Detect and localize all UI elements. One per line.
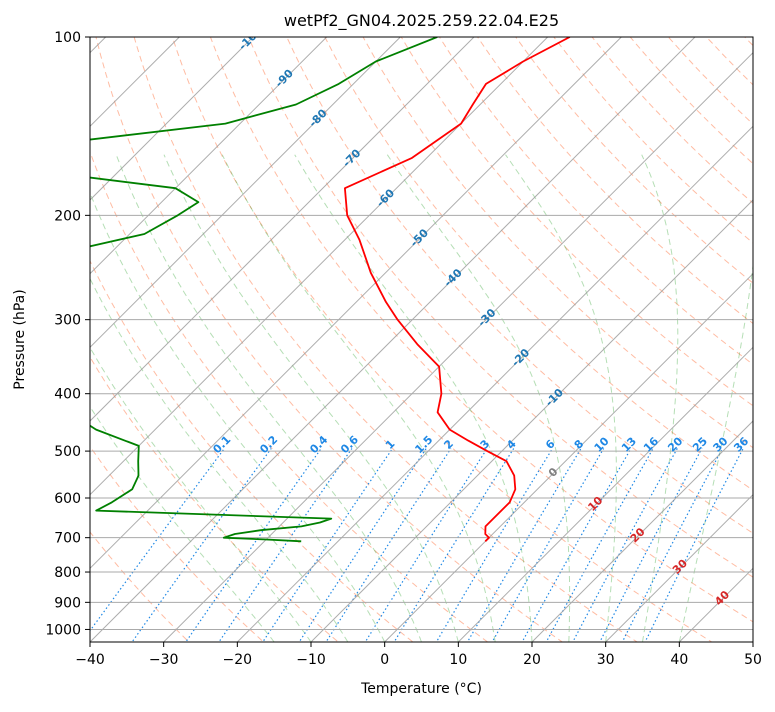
y-tick-label: 300 bbox=[54, 313, 81, 329]
x-tick-label: 0 bbox=[380, 652, 389, 668]
x-tick-label: −30 bbox=[149, 652, 179, 668]
y-tick-label: 800 bbox=[54, 565, 81, 581]
x-tick-label: 30 bbox=[597, 652, 615, 668]
x-tick-label: −10 bbox=[296, 652, 326, 668]
x-axis-title: Temperature (°C) bbox=[360, 681, 482, 697]
x-tick-label: 10 bbox=[449, 652, 467, 668]
x-tick-label: 20 bbox=[523, 652, 541, 668]
y-tick-label: 900 bbox=[54, 595, 81, 611]
y-tick-label: 600 bbox=[54, 491, 81, 507]
x-tick-label: 40 bbox=[670, 652, 688, 668]
x-tick-label: −20 bbox=[223, 652, 253, 668]
y-tick-label: 200 bbox=[54, 208, 81, 224]
x-tick-label: −40 bbox=[75, 652, 105, 668]
y-axis-title: Pressure (hPa) bbox=[12, 289, 28, 389]
y-tick-label: 400 bbox=[54, 387, 81, 403]
y-tick-label: 500 bbox=[54, 444, 81, 460]
y-tick-label: 1000 bbox=[45, 622, 81, 638]
y-tick-label: 700 bbox=[54, 531, 81, 547]
chart-title: wetPf2_GN04.2025.259.22.04.E25 bbox=[284, 11, 559, 31]
x-tick-label: 50 bbox=[744, 652, 762, 668]
y-tick-label: 100 bbox=[54, 30, 81, 46]
